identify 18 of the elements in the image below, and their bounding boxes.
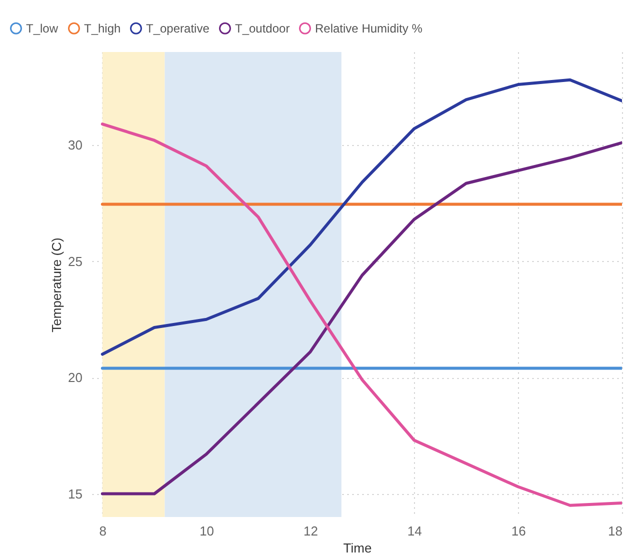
legend-label: T_operative — [146, 21, 210, 36]
y-tick-label: 30 — [68, 138, 82, 152]
x-tick-label: 18 — [608, 524, 622, 538]
x-tick-label: 10 — [200, 524, 214, 538]
x-tick-label: 16 — [511, 524, 526, 538]
x-tick-label: 12 — [304, 524, 318, 538]
x-tick-label: 14 — [407, 524, 422, 538]
legend-label: T_high — [84, 21, 121, 36]
x-axis-title: Time — [343, 540, 372, 555]
legend-label: T_low — [26, 21, 58, 36]
y-axis-title: Temperature (C) — [49, 238, 64, 332]
legend-label: Relative Humidity % — [315, 21, 423, 36]
line-series — [100, 78, 622, 356]
y-tick-label: 15 — [68, 486, 82, 502]
x-tick-label: 8 — [99, 524, 107, 538]
y-tick-label: 20 — [68, 370, 82, 385]
y-tick-label: 25 — [68, 254, 82, 269]
legend-label: T_outdoor — [235, 21, 290, 36]
